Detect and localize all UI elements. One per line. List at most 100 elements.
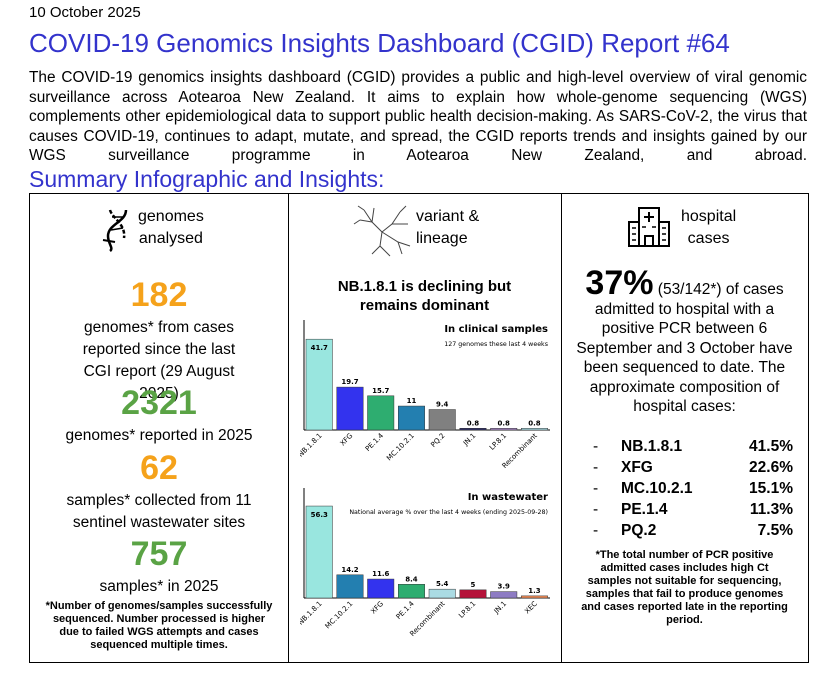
hospital-column: hospital cases 37% (53/142*) of cases ad… [561,194,808,662]
composition-lineage: MC.10.2.1 [621,480,693,497]
hospital-header: hospital cases [681,206,736,250]
bar-value-label: 0.8 [528,419,541,427]
genomes-header-line2: analysed [138,230,203,247]
category-tick-label: JN.1 [461,432,477,448]
bar [398,584,425,599]
composition-percent: 41.5% [749,438,793,455]
bar-value-label: 8.4 [405,575,418,583]
category-tick-label: LP.8.1 [488,432,508,452]
category-tick-label: NB.1.8.1 [300,432,324,459]
infographic-panel: genomes analysed 182 genomes* from cases… [29,193,809,663]
composition-percent: 22.6% [749,459,793,476]
bar-value-label: 0.8 [498,419,511,427]
wastewater-samples-value: 62 [140,449,178,487]
genomes-header-line1: genomes [138,208,204,225]
bar [428,588,456,599]
hospital-percent: 37% [585,264,654,302]
chart-subtitle: 127 genomes these last 4 weeks [444,341,548,348]
bar [336,574,364,599]
composition-bullet: - [593,480,599,497]
category-tick-label: MC.10.2.1 [385,432,416,463]
clinical-samples-chart: In clinical samples 127 genomes these las… [300,320,550,468]
composition-row: - PE.1.4 11.3% [593,501,793,521]
dna-icon [102,209,128,252]
genomes-footnote: *Number of genomes/samples successfully … [45,600,273,651]
bar [367,395,395,431]
variant-header: variant & lineage [416,206,479,250]
samples-2025-text: samples* in 2025 [99,578,219,595]
category-tick-label: XEC [523,600,539,616]
bar [336,386,364,431]
bar-value-label: 0.8 [467,419,480,427]
bar-value-label: 1.3 [528,587,541,595]
composition-row: - MC.10.2.1 15.1% [593,480,793,500]
composition-bullet: - [593,501,599,518]
bar [521,595,548,599]
hospital-header-line2: cases [687,230,730,247]
hospital-summary: 37% (53/142*) of cases admitted to hospi… [571,266,798,417]
composition-bullet: - [593,522,599,539]
bar-value-label: 3.9 [498,583,511,591]
samples-2025-value: 757 [130,535,188,573]
composition-lineage: XFG [621,459,653,476]
category-tick-label: XFG [339,432,355,448]
bar [459,428,487,431]
composition-lineage: NB.1.8.1 [621,438,683,455]
wastewater-chart: In wastewater National average % over the… [300,488,550,638]
composition-percent: 11.3% [749,501,793,518]
composition-bullet: - [593,459,599,476]
bar-value-label: 5.4 [436,580,449,588]
genomes-2025-text: genomes* reported in 2025 [65,427,253,444]
bar [367,578,395,599]
genomes-since-last-report-value: 182 [130,276,188,314]
chart-subtitle: National average % over the last 4 weeks… [349,509,548,516]
intro-paragraph: The COVID-19 genomics insights dashboard… [29,69,807,164]
composition-lineage: PE.1.4 [621,501,668,518]
bar [459,589,487,599]
bar [398,405,425,431]
bar-value-label: 5 [471,581,476,589]
bar [521,428,548,431]
category-tick-label: LP.8.1 [457,600,477,620]
genomes-since-last-report-text: genomes* from cases reported since the l… [82,319,236,402]
composition-percent: 7.5% [757,522,793,539]
composition-percent: 15.1% [749,480,793,497]
genomes-column: genomes analysed 182 genomes* from cases… [30,194,289,662]
bar-value-label: 14.2 [341,566,358,574]
bar [305,338,333,431]
variant-header-line2: lineage [416,230,468,247]
genomes-header: genomes analysed [138,206,204,250]
hospital-icon [628,207,670,247]
phylogenetic-tree-icon [353,205,411,257]
wastewater-samples-text: samples* collected from 11 sentinel wast… [66,492,252,531]
genomes-2025-value: 2321 [121,384,197,422]
hospital-header-line1: hospital [681,208,737,225]
bar-value-label: 19.7 [341,378,358,386]
category-tick-label: NB.1.8.1 [300,600,324,627]
hospital-fraction: (53/142*) [657,281,722,298]
page-title: COVID-19 Genomics Insights Dashboard (CG… [29,28,730,58]
category-tick-label: XFG [369,600,385,616]
bar [490,428,518,431]
category-tick-label: PE.1.4 [395,599,417,621]
chart-title: In clinical samples [444,324,548,335]
chart-title: In wastewater [468,492,548,503]
bar [305,505,333,599]
bar-value-label: 41.7 [311,344,328,352]
section-title: Summary Infographic and Insights: [29,166,385,192]
report-date: 10 October 2025 [29,4,141,21]
variant-header-line1: variant & [416,208,480,225]
category-tick-label: MC.10.2.1 [324,600,355,631]
variant-column: variant & lineage NB.1.8.1 is declining … [288,194,562,662]
category-tick-label: PQ.2 [429,432,446,449]
composition-lineage: PQ.2 [621,522,657,539]
category-tick-label: PE.1.4 [364,431,386,453]
bar-value-label: 9.4 [436,401,449,409]
bar-value-label: 11 [407,397,417,405]
composition-row: - NB.1.8.1 41.5% [593,438,793,458]
bar [428,409,456,431]
bar-value-label: 15.7 [372,387,389,395]
variant-chart-title: NB.1.8.1 is declining but remains domina… [337,278,512,314]
composition-row: - PQ.2 7.5% [593,522,793,542]
composition-row: - XFG 22.6% [593,459,793,479]
